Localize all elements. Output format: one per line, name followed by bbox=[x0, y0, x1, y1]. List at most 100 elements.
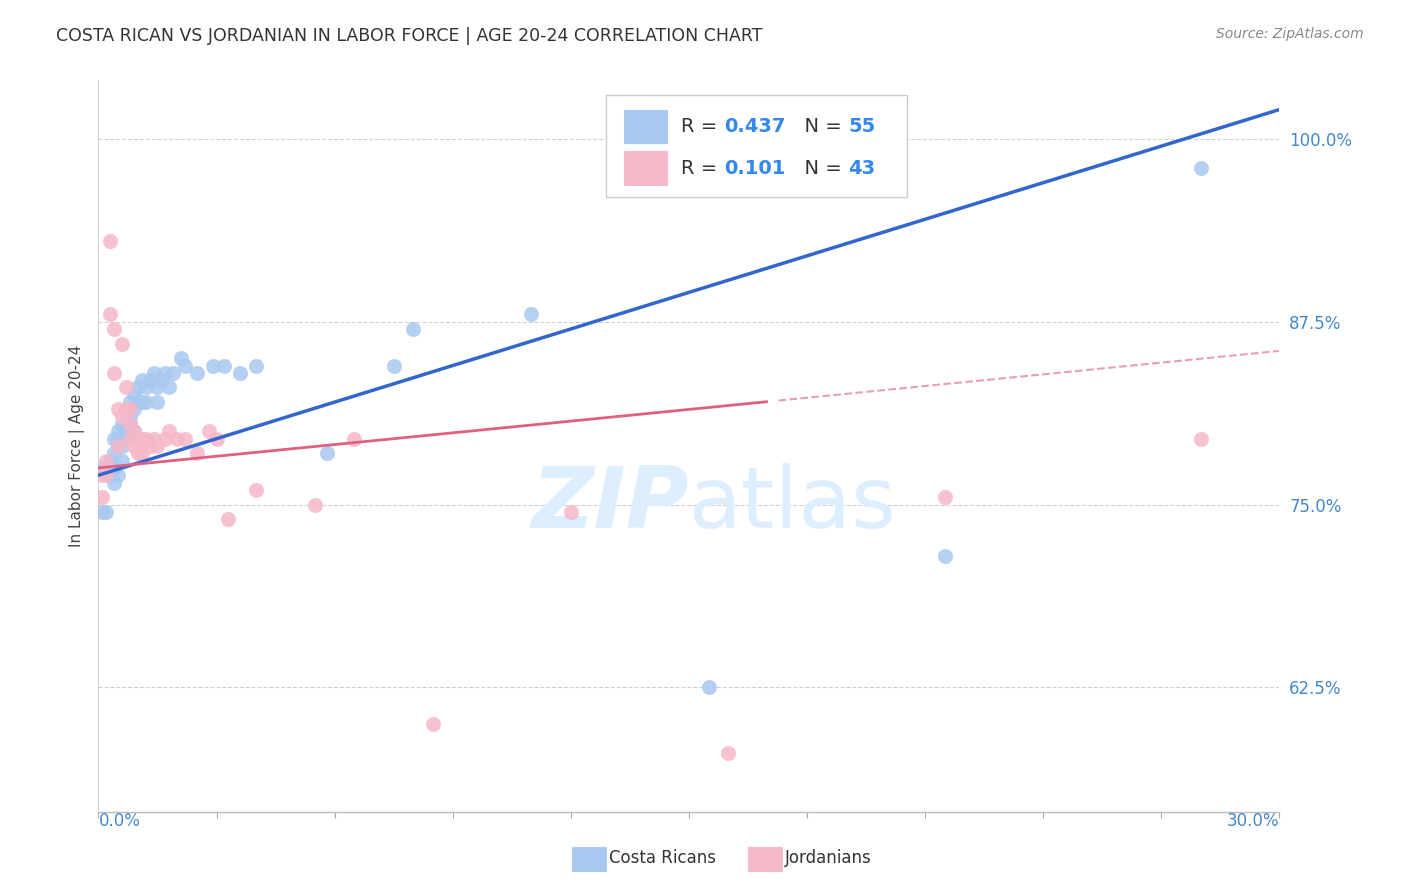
Point bbox=[98, 234, 121, 248]
Point bbox=[1189, 432, 1212, 446]
Point bbox=[111, 439, 134, 453]
Point bbox=[934, 549, 956, 563]
Text: R =: R = bbox=[681, 159, 730, 178]
Point bbox=[162, 366, 184, 380]
Point bbox=[115, 402, 138, 417]
Point bbox=[150, 373, 173, 387]
Point bbox=[107, 432, 129, 446]
Point bbox=[560, 505, 582, 519]
Point bbox=[205, 432, 228, 446]
Point bbox=[122, 425, 145, 439]
Point bbox=[174, 432, 197, 446]
Point bbox=[98, 307, 121, 321]
Point bbox=[122, 402, 145, 417]
Point bbox=[155, 366, 177, 380]
Point bbox=[91, 468, 114, 483]
Point bbox=[138, 439, 160, 453]
Point bbox=[91, 490, 114, 504]
Point bbox=[98, 468, 121, 483]
Point bbox=[103, 366, 125, 380]
Point bbox=[115, 402, 138, 417]
Point bbox=[135, 432, 157, 446]
Point bbox=[245, 359, 267, 373]
Text: Costa Ricans: Costa Ricans bbox=[609, 849, 716, 867]
Point bbox=[107, 402, 129, 417]
Text: 30.0%: 30.0% bbox=[1227, 812, 1279, 830]
Point bbox=[111, 409, 134, 424]
Text: 0.437: 0.437 bbox=[724, 117, 786, 136]
Point bbox=[111, 417, 134, 431]
Point bbox=[245, 483, 267, 497]
Point bbox=[118, 425, 141, 439]
Point bbox=[111, 336, 134, 351]
Point bbox=[127, 395, 149, 409]
Point bbox=[91, 461, 114, 475]
Point bbox=[115, 425, 138, 439]
Point bbox=[186, 366, 208, 380]
Point bbox=[118, 417, 141, 431]
Text: R =: R = bbox=[681, 117, 723, 136]
Point bbox=[217, 512, 239, 526]
Point bbox=[111, 453, 134, 467]
Point bbox=[155, 432, 177, 446]
Point bbox=[103, 432, 125, 446]
Point bbox=[131, 446, 153, 460]
Point bbox=[229, 366, 252, 380]
Point bbox=[127, 380, 149, 394]
Point bbox=[214, 359, 236, 373]
Point bbox=[157, 425, 180, 439]
Point bbox=[98, 453, 121, 467]
Point bbox=[146, 395, 169, 409]
Point bbox=[127, 446, 149, 460]
Text: ZIP: ZIP bbox=[531, 463, 689, 546]
Point bbox=[131, 395, 153, 409]
Point bbox=[315, 446, 337, 460]
Point bbox=[122, 388, 145, 402]
Point bbox=[96, 461, 118, 475]
Point bbox=[122, 439, 145, 453]
Point bbox=[98, 461, 121, 475]
Point bbox=[174, 359, 197, 373]
Text: Source: ZipAtlas.com: Source: ZipAtlas.com bbox=[1216, 27, 1364, 41]
Point bbox=[520, 307, 543, 321]
Text: 0.101: 0.101 bbox=[724, 159, 786, 178]
Point bbox=[96, 505, 118, 519]
Text: 55: 55 bbox=[848, 117, 876, 136]
Text: N =: N = bbox=[792, 117, 848, 136]
Point bbox=[142, 366, 165, 380]
Point bbox=[107, 468, 129, 483]
Point bbox=[402, 322, 425, 336]
Point bbox=[146, 380, 169, 394]
Text: atlas: atlas bbox=[689, 463, 897, 546]
Point bbox=[166, 432, 188, 446]
Point bbox=[201, 359, 224, 373]
Text: 0.0%: 0.0% bbox=[98, 812, 141, 830]
Point bbox=[382, 359, 405, 373]
Point bbox=[118, 417, 141, 431]
Point bbox=[138, 373, 160, 387]
Point bbox=[717, 746, 740, 760]
Point bbox=[142, 432, 165, 446]
Point bbox=[127, 432, 149, 446]
Point bbox=[103, 446, 125, 460]
Point bbox=[135, 395, 157, 409]
FancyBboxPatch shape bbox=[606, 95, 907, 197]
Point bbox=[96, 453, 118, 467]
Text: 43: 43 bbox=[848, 159, 876, 178]
Point bbox=[115, 380, 138, 394]
Point bbox=[304, 498, 326, 512]
Point bbox=[170, 351, 193, 366]
Text: N =: N = bbox=[792, 159, 848, 178]
Point bbox=[107, 425, 129, 439]
Point bbox=[131, 373, 153, 387]
Point bbox=[131, 432, 153, 446]
Point bbox=[103, 322, 125, 336]
Point bbox=[934, 490, 956, 504]
Point bbox=[197, 425, 219, 439]
Point bbox=[118, 432, 141, 446]
Point bbox=[91, 505, 114, 519]
Text: COSTA RICAN VS JORDANIAN IN LABOR FORCE | AGE 20-24 CORRELATION CHART: COSTA RICAN VS JORDANIAN IN LABOR FORCE … bbox=[56, 27, 762, 45]
Point bbox=[146, 439, 169, 453]
Point bbox=[135, 380, 157, 394]
Point bbox=[697, 681, 720, 695]
